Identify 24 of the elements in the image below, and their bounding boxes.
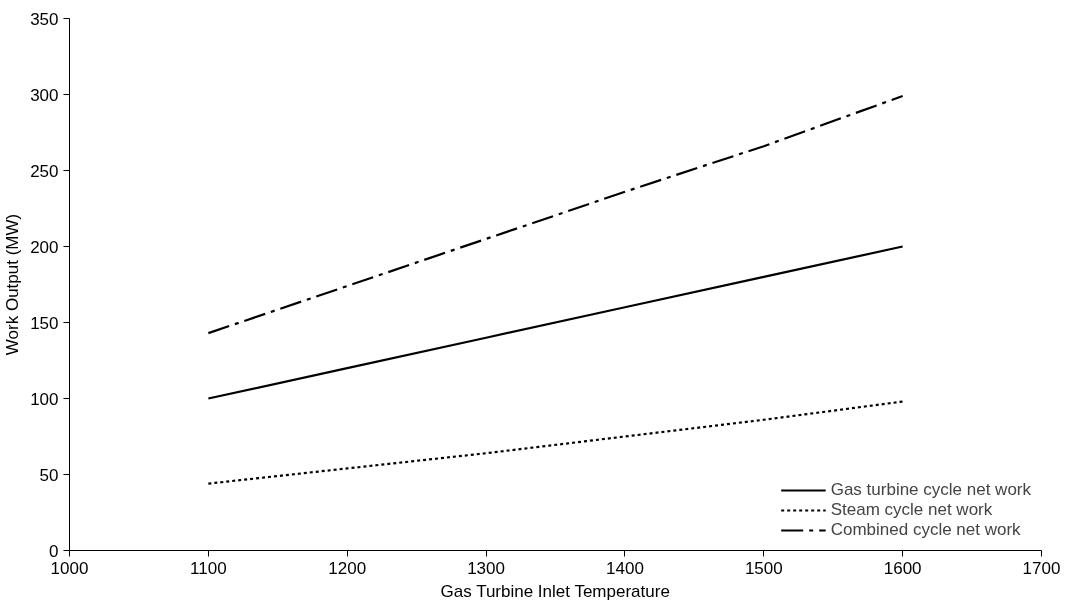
x-tick-label: 1200 (328, 558, 367, 578)
x-axis-title: Gas Turbine Inlet Temperature (440, 581, 670, 601)
legend-label: Combined cycle net work (830, 520, 1021, 540)
legend-label: Steam cycle net work (830, 500, 993, 520)
line-series (207, 245, 904, 400)
x-tick-label: 1400 (606, 558, 644, 578)
y-axis-title: Work Output (MW) (3, 213, 23, 356)
x-tick-label: 1100 (190, 558, 227, 578)
y-tick-label: 50 (39, 465, 59, 485)
y-tick-label: 200 (30, 237, 59, 257)
line-series (207, 400, 904, 485)
y-tick-label: 300 (30, 85, 59, 105)
x-tick-label: 1500 (744, 558, 783, 578)
y-tick-label: 150 (30, 313, 59, 333)
y-tick-label: 100 (30, 389, 59, 409)
y-tick-label: 250 (30, 161, 59, 181)
x-tick-label: 1600 (883, 558, 922, 578)
line-series (207, 94, 904, 335)
x-tick-label: 1300 (467, 558, 505, 578)
legend-label: Gas turbine cycle net work (830, 480, 1031, 500)
y-tick-label: 350 (30, 9, 59, 29)
x-tick-label: 1000 (50, 558, 89, 578)
x-tick-label: 1700 (1022, 558, 1061, 578)
y-tick-label: 0 (49, 541, 59, 561)
